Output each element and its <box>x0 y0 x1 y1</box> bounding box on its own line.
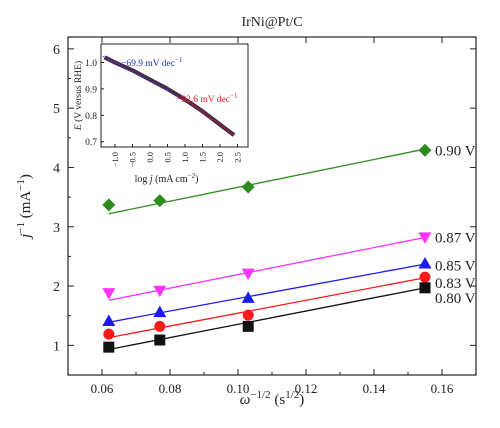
data-point <box>241 180 255 194</box>
data-point <box>153 305 167 318</box>
y-tick-label: 4 <box>53 161 60 176</box>
data-point <box>154 334 166 346</box>
data-point <box>419 282 431 294</box>
data-point <box>241 291 255 303</box>
y-tick-label: 5 <box>53 102 60 117</box>
data-point <box>153 285 167 298</box>
series-090 <box>102 143 432 215</box>
inset-y-tick-label: 1.0 <box>85 59 97 69</box>
inset-x-tick-label: 1.5 <box>198 152 208 163</box>
x-tick-label: 0.10 <box>227 381 250 396</box>
inset-y-tick-label: 0.9 <box>85 85 97 95</box>
data-point <box>419 271 431 283</box>
data-point <box>102 198 116 212</box>
data-point <box>241 268 255 281</box>
inset-x-tick-label: −0.5 <box>128 152 138 167</box>
inset-x-tick-label: 2.5 <box>233 152 243 163</box>
inset-chart: −1.0 −0.5 0.0 0.5 1.0 1.5 2.0 2.5 0.7 0.8 0.9 1.0 lo… <box>73 43 249 185</box>
data-point <box>242 320 254 332</box>
series-083 <box>103 271 431 340</box>
series-label: 0.85 V <box>435 259 476 275</box>
y-axis-label-group: j−1 (mA−1) <box>15 174 34 240</box>
series-080 <box>103 282 431 353</box>
data-point <box>103 328 115 340</box>
y-tick-label: 6 <box>53 43 60 58</box>
y-tick-label: 2 <box>53 280 60 295</box>
data-point <box>242 309 254 321</box>
series-label: 0.90 V <box>435 143 476 159</box>
series-085 <box>102 257 432 327</box>
inset-y-tick-label: 0.8 <box>85 112 97 122</box>
inset-x-tick-label: 2.0 <box>215 152 225 163</box>
x-tick-label: 0.14 <box>363 381 386 396</box>
x-tick-label: 0.12 <box>295 381 318 396</box>
data-point <box>102 314 116 327</box>
data-point <box>154 320 166 332</box>
inset-x-tick-label: 0.0 <box>145 152 155 163</box>
x-tick-label: 0.06 <box>91 381 114 396</box>
inset-x-tick-label: 1.0 <box>180 152 190 163</box>
inset-x-tick-label: 0.5 <box>163 152 173 163</box>
y-tick-label: 3 <box>53 221 60 236</box>
inset-x-tick-label: −1.0 <box>110 152 120 167</box>
series-label: 0.80 V <box>435 291 476 307</box>
x-tick-label: 0.16 <box>431 381 454 396</box>
chart-title: IrNi@Pt/C <box>241 15 302 30</box>
inset-tafel-annotation: −92.6 mV dec−1 <box>176 92 238 105</box>
x-axis-label: ω−1/2 (s1/2) <box>240 389 305 408</box>
data-point <box>102 288 116 300</box>
data-point <box>153 194 167 208</box>
x-tick-label: 0.08 <box>159 381 182 396</box>
inset-fit-low <box>102 55 172 93</box>
inset-y-tick-label: 0.7 <box>85 138 97 148</box>
data-point <box>418 143 432 157</box>
series-label: 0.87 V <box>435 230 476 246</box>
series-label: 0.83 V <box>435 276 476 292</box>
inset-x-axis-label: log j (mA cm−2) <box>135 172 199 185</box>
series-087 <box>102 232 432 301</box>
y-tick-label: 1 <box>53 339 60 354</box>
data-point <box>418 232 432 244</box>
inset-tafel-annotation: −69.9 mV dec−1 <box>121 56 183 69</box>
inset-y-axis-label: E (V versus RHE) <box>73 61 84 131</box>
data-point <box>103 341 115 353</box>
y-axis-label: j−1 (mA−1) <box>15 174 34 240</box>
data-point <box>418 257 432 269</box>
